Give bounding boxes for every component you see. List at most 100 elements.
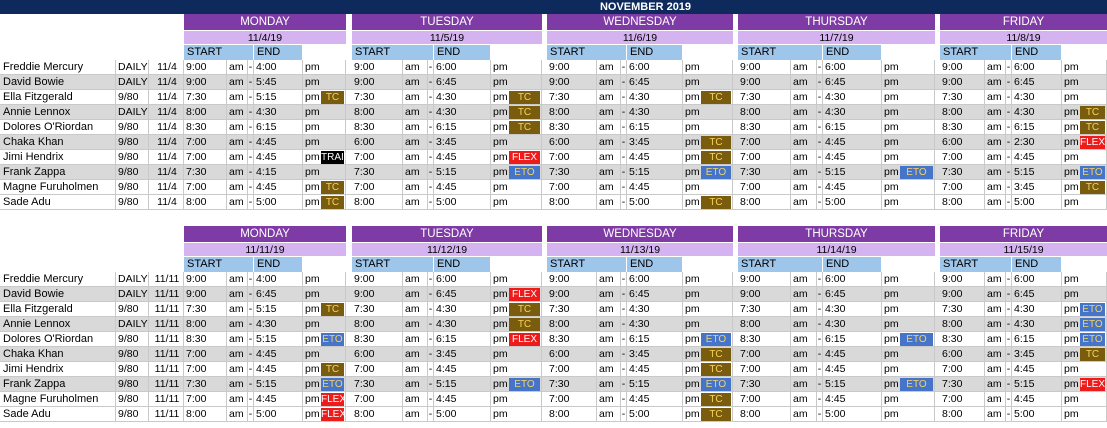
end-time-cell[interactable]: 4:30: [1012, 317, 1062, 332]
start-time-cell[interactable]: 8:00: [940, 407, 985, 422]
end-time-cell[interactable]: 6:15: [1012, 120, 1062, 135]
status-badge-flex[interactable]: FLEX: [509, 151, 540, 164]
status-badge-tc[interactable]: TC: [321, 363, 344, 376]
start-time-cell[interactable]: 8:30: [352, 332, 403, 347]
end-time-cell[interactable]: 4:30: [1012, 90, 1062, 105]
start-time-cell[interactable]: 8:30: [184, 332, 227, 347]
start-time-cell[interactable]: 7:00: [940, 150, 985, 165]
status-badge-tc[interactable]: TC: [321, 303, 344, 316]
end-time-cell[interactable]: 2:30: [1012, 135, 1062, 150]
status-badge-flex[interactable]: FLEX: [1080, 378, 1106, 391]
start-time-cell[interactable]: 7:30: [547, 90, 597, 105]
employee-name-cell[interactable]: Ella Fitzgerald: [0, 90, 116, 105]
start-time-cell[interactable]: 8:00: [940, 105, 985, 120]
schedule-type-cell[interactable]: DAILY: [118, 272, 149, 287]
end-time-cell[interactable]: 5:15: [254, 302, 303, 317]
end-time-cell[interactable]: 4:30: [823, 90, 882, 105]
week-start-cell[interactable]: 11/4: [149, 75, 184, 90]
start-time-cell[interactable]: 8:00: [547, 407, 597, 422]
end-time-cell[interactable]: 4:30: [434, 90, 491, 105]
schedule-type-cell[interactable]: 9/80: [116, 407, 149, 422]
start-time-cell[interactable]: 7:00: [547, 180, 597, 195]
start-time-cell[interactable]: 7:30: [184, 377, 227, 392]
end-time-cell[interactable]: 4:45: [1012, 392, 1062, 407]
end-time-cell[interactable]: 4:30: [627, 317, 683, 332]
start-time-cell[interactable]: 6:00: [547, 135, 597, 150]
start-time-cell[interactable]: 8:00: [184, 317, 227, 332]
end-time-cell[interactable]: 6:15: [1012, 332, 1062, 347]
employee-name-cell[interactable]: Frank Zappa: [0, 165, 116, 180]
employee-name-cell[interactable]: Magne Furuholmen: [0, 392, 116, 407]
status-badge-tc[interactable]: TC: [701, 408, 731, 421]
start-time-cell[interactable]: 7:00: [738, 150, 791, 165]
status-badge-eto[interactable]: ETO: [1080, 303, 1105, 316]
start-time-cell[interactable]: 7:00: [738, 392, 791, 407]
status-badge-tc[interactable]: TC: [1080, 106, 1105, 119]
end-time-cell[interactable]: 4:30: [823, 302, 882, 317]
end-time-cell[interactable]: 5:15: [823, 377, 882, 392]
start-time-cell[interactable]: 9:00: [352, 272, 403, 287]
schedule-type-cell[interactable]: 9/80: [116, 347, 149, 362]
employee-name-cell[interactable]: Annie Lennox: [0, 317, 116, 332]
start-time-cell[interactable]: 7:00: [738, 347, 791, 362]
end-time-cell[interactable]: 6:45: [434, 287, 491, 302]
start-time-cell[interactable]: 7:30: [940, 165, 985, 180]
end-time-cell[interactable]: 4:30: [254, 317, 303, 332]
status-badge-tc[interactable]: TC: [509, 303, 540, 316]
status-badge-tc[interactable]: TC: [509, 106, 540, 119]
week-start-cell[interactable]: 11/11: [149, 332, 184, 347]
end-time-cell[interactable]: 5:00: [1012, 407, 1062, 422]
start-time-cell[interactable]: 8:00: [352, 195, 403, 210]
start-time-cell[interactable]: 9:00: [184, 75, 227, 90]
status-badge-tc[interactable]: TC: [701, 348, 731, 361]
end-time-cell[interactable]: 5:15: [823, 165, 882, 180]
status-badge-flex[interactable]: FLEX: [1080, 136, 1106, 149]
end-time-cell[interactable]: 5:00: [254, 195, 303, 210]
end-time-cell[interactable]: 4:45: [434, 392, 491, 407]
end-time-cell[interactable]: 4:45: [434, 180, 491, 195]
end-time-cell[interactable]: 4:45: [254, 347, 303, 362]
status-badge-flex[interactable]: FLEX: [509, 333, 540, 346]
start-time-cell[interactable]: 7:00: [184, 362, 227, 377]
start-time-cell[interactable]: 8:30: [352, 120, 403, 135]
end-time-cell[interactable]: 6:15: [823, 332, 882, 347]
end-time-cell[interactable]: 4:45: [627, 392, 683, 407]
start-time-cell[interactable]: 7:00: [738, 135, 791, 150]
end-time-cell[interactable]: 5:00: [434, 407, 491, 422]
end-time-cell[interactable]: 4:45: [254, 135, 303, 150]
start-time-cell[interactable]: 8:30: [738, 120, 791, 135]
end-time-cell[interactable]: 5:15: [254, 332, 303, 347]
week-start-cell[interactable]: 11/4: [149, 105, 184, 120]
start-time-cell[interactable]: 9:00: [738, 272, 791, 287]
status-badge-eto[interactable]: ETO: [701, 333, 731, 346]
start-time-cell[interactable]: 9:00: [184, 272, 227, 287]
week-start-cell[interactable]: 11/11: [149, 317, 184, 332]
employee-name-cell[interactable]: David Bowie: [0, 287, 116, 302]
end-time-cell[interactable]: 3:45: [627, 135, 683, 150]
start-time-cell[interactable]: 7:00: [940, 362, 985, 377]
status-badge-eto[interactable]: ETO: [900, 333, 933, 346]
start-time-cell[interactable]: 7:30: [738, 90, 791, 105]
start-time-cell[interactable]: 7:30: [352, 165, 403, 180]
end-time-cell[interactable]: 6:00: [823, 272, 882, 287]
status-badge-flex[interactable]: FLEX: [321, 408, 347, 421]
start-time-cell[interactable]: 6:00: [352, 347, 403, 362]
start-time-cell[interactable]: 7:30: [940, 377, 985, 392]
end-time-cell[interactable]: 4:30: [823, 105, 882, 120]
start-time-cell[interactable]: 7:00: [940, 180, 985, 195]
end-time-cell[interactable]: 4:30: [1012, 105, 1062, 120]
start-time-cell[interactable]: 7:30: [352, 90, 403, 105]
end-time-cell[interactable]: 5:15: [254, 377, 303, 392]
end-time-cell[interactable]: 4:30: [627, 105, 683, 120]
start-time-cell[interactable]: 7:00: [352, 392, 403, 407]
end-time-cell[interactable]: 4:45: [1012, 362, 1062, 377]
status-badge-tc[interactable]: TC: [509, 91, 540, 104]
status-badge-tc[interactable]: TC: [1080, 348, 1105, 361]
end-time-cell[interactable]: 6:15: [434, 332, 491, 347]
start-time-cell[interactable]: 9:00: [738, 287, 791, 302]
start-time-cell[interactable]: 6:00: [940, 347, 985, 362]
end-time-cell[interactable]: 4:45: [434, 362, 491, 377]
end-time-cell[interactable]: 4:45: [254, 180, 303, 195]
start-time-cell[interactable]: 8:00: [940, 317, 985, 332]
start-time-cell[interactable]: 6:00: [352, 135, 403, 150]
